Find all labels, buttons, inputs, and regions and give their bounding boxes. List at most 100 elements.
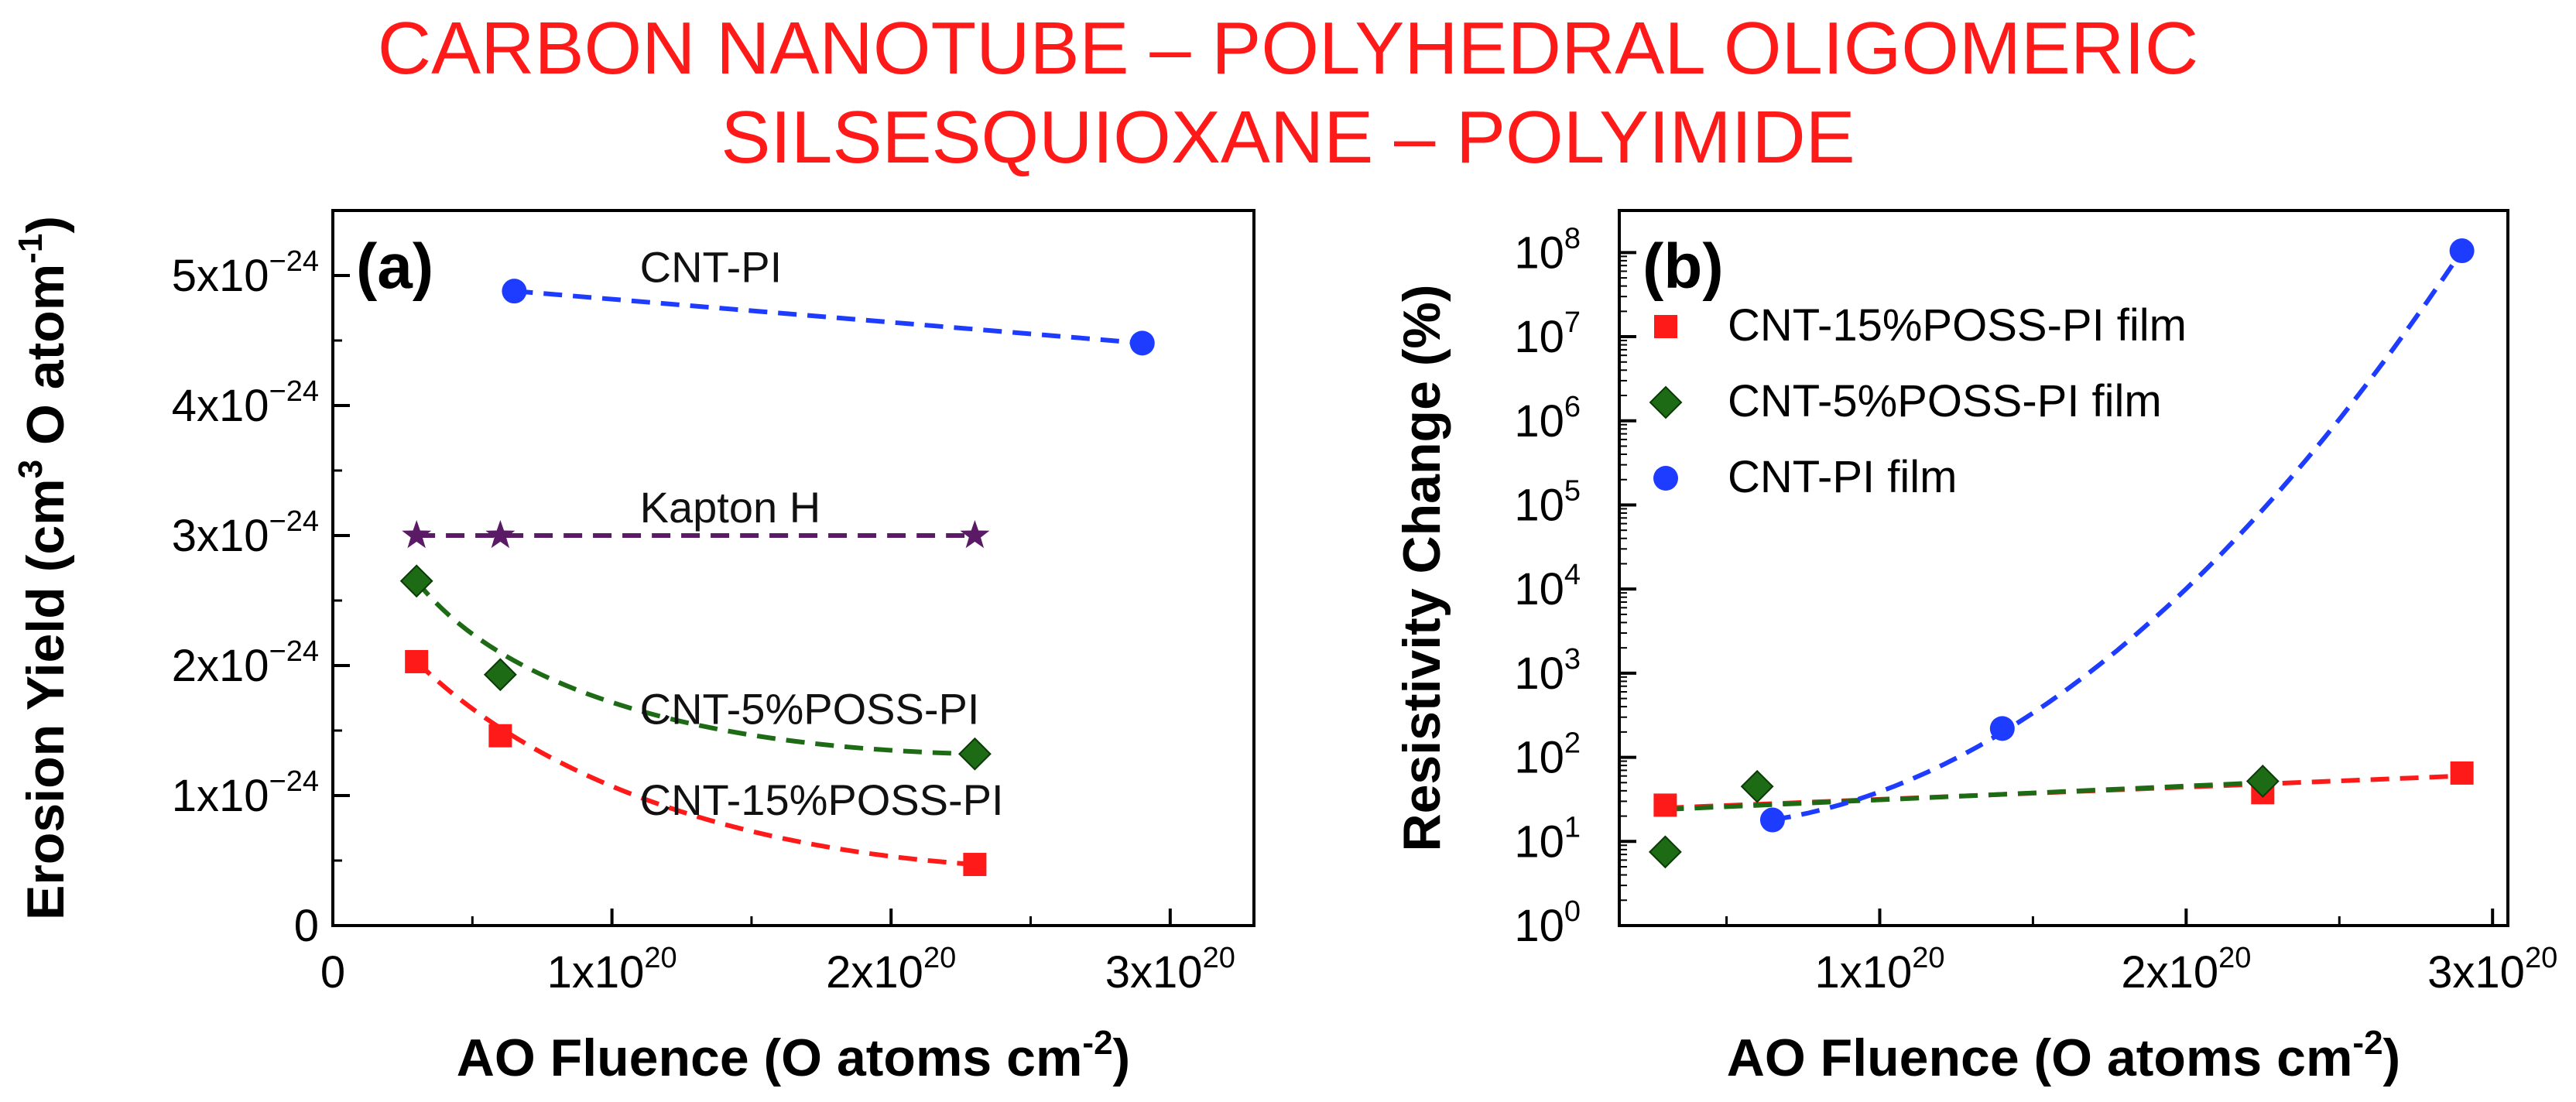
data-point	[960, 520, 990, 549]
data-point	[485, 520, 516, 549]
legend-marker	[1649, 385, 1683, 419]
x-tick-base: 3x10	[2427, 947, 2525, 998]
series-annotation: Kapton H	[640, 483, 821, 532]
data-point	[1740, 769, 1774, 803]
y-tick-base: 10	[1514, 312, 1564, 362]
legend-marker	[1653, 466, 1678, 491]
x-tick-exp: 20	[1912, 942, 1944, 974]
series-line	[1772, 249, 2465, 823]
data-point	[2449, 238, 2475, 264]
series-line	[414, 579, 975, 757]
legend-label: CNT-5%POSS-PI film	[1728, 376, 2162, 426]
x-axis-label: AO Fluence (O atoms cm-2)	[457, 1024, 1130, 1087]
x-tick-base: 2x10	[826, 947, 923, 998]
legend-label: CNT-PI film	[1728, 452, 1957, 502]
data-point	[963, 853, 987, 877]
y-tick-base: 10	[1514, 396, 1564, 447]
y-axis-label-text: Erosion Yield (cm	[16, 478, 75, 920]
legend-label: CNT-15%POSS-PI film	[1728, 300, 2187, 351]
y-axis-label-sup2: -1	[12, 234, 50, 264]
y-tick-base: 4x10	[172, 381, 269, 431]
y-tick-label: 4x10−24	[172, 375, 319, 431]
y-tick-base: 10	[1514, 816, 1564, 867]
y-tick-label: 1x10−24	[172, 765, 319, 821]
x-axis-label-sup: -2	[2352, 1024, 2382, 1062]
figure-title-line1: CARBON NANOTUBE – POLYHEDRAL OLIGOMERIC	[378, 7, 2198, 90]
x-tick-label: 1x1020	[547, 942, 677, 998]
data-point	[2450, 761, 2474, 785]
x-axis-label-sup: -2	[1082, 1024, 1112, 1062]
y-tick-exp: −24	[269, 245, 319, 278]
panel-label-b: (b)	[1643, 231, 1724, 302]
y-tick-base: 3x10	[172, 511, 269, 561]
y-tick-exp: 8	[1564, 222, 1581, 255]
x-axis-label-text: AO Fluence (O atoms cm	[1727, 1028, 2353, 1087]
plot-frame	[1618, 209, 2509, 927]
plot-frame	[331, 209, 1255, 927]
data-point	[402, 520, 432, 549]
x-tick-base: 0	[320, 947, 345, 998]
y-tick-exp: 3	[1564, 643, 1581, 676]
data-point	[488, 724, 512, 748]
y-tick-label: 108	[1514, 222, 1581, 278]
x-tick-exp: 20	[644, 942, 677, 974]
data-point	[399, 564, 433, 598]
y-axis-label-sup1: 3	[12, 460, 50, 478]
figure-title-line2: SILSESQUIOXANE – POLYIMIDE	[721, 96, 1855, 179]
x-tick-label: 2x1020	[826, 942, 956, 998]
series-line	[415, 659, 975, 868]
y-tick-base: 0	[294, 901, 319, 951]
y-tick-exp: 5	[1564, 474, 1581, 507]
data-point	[2245, 765, 2280, 798]
series-line	[514, 289, 1143, 346]
data-point	[957, 737, 992, 771]
data-point	[483, 658, 517, 692]
series-annotation: CNT-5%POSS-PI	[640, 685, 980, 734]
y-tick-exp: 1	[1564, 811, 1581, 844]
y-tick-label: 102	[1514, 727, 1581, 783]
y-tick-label: 2x10−24	[172, 635, 319, 691]
y-tick-exp: −24	[269, 635, 319, 668]
y-tick-label: 3x10−24	[172, 505, 319, 561]
x-tick-base: 2x10	[2121, 947, 2218, 998]
x-tick-exp: 20	[2218, 942, 2251, 974]
y-tick-base: 10	[1514, 480, 1564, 530]
y-axis-label: Resistivity Change (%)	[1392, 284, 1451, 851]
x-tick-exp: 20	[923, 942, 956, 974]
data-point	[1989, 716, 2015, 741]
x-tick-base: 1x10	[547, 947, 645, 998]
x-tick-label: 1x1020	[1814, 942, 1944, 998]
y-tick-base: 10	[1514, 733, 1564, 783]
y-tick-base: 5x10	[172, 251, 269, 301]
y-tick-label: 104	[1514, 559, 1581, 614]
x-tick-base: 3x10	[1105, 947, 1203, 998]
y-tick-label: 105	[1514, 474, 1581, 530]
x-tick-label: 0	[320, 947, 345, 998]
y-tick-exp: −24	[269, 505, 319, 538]
data-point	[1759, 807, 1785, 833]
data-point	[1653, 793, 1677, 817]
data-point	[1648, 835, 1682, 869]
x-tick-label: 3x1020	[1105, 942, 1235, 998]
y-tick-label: 5x10−24	[172, 245, 319, 301]
y-tick-label: 106	[1514, 391, 1581, 447]
y-axis-label-mid: O atom	[16, 264, 75, 460]
panel-a-chart: 0 1x1020 2x1020 3x102001x10−242x10−243x10−2…	[12, 209, 1255, 1087]
data-point	[502, 279, 527, 304]
y-tick-exp: 0	[1564, 895, 1581, 928]
x-tick-exp: 20	[1203, 942, 1235, 974]
y-tick-exp: −24	[269, 375, 319, 408]
y-tick-base: 1x10	[172, 771, 269, 821]
y-tick-label: 101	[1514, 811, 1581, 867]
legend-marker	[1654, 315, 1677, 338]
y-tick-exp: 2	[1564, 727, 1581, 760]
y-tick-exp: −24	[269, 765, 319, 798]
x-axis-label: AO Fluence (O atoms cm-2)	[1727, 1024, 2400, 1087]
panel-b-chart: 1x1020 2x1020 3x10201001011021031041051061…	[1392, 209, 2557, 1087]
y-tick-label: 107	[1514, 306, 1581, 362]
series-annotation: CNT-PI	[640, 242, 783, 291]
y-tick-exp: 7	[1564, 306, 1581, 339]
y-tick-label: 103	[1514, 643, 1581, 699]
data-point	[1129, 330, 1155, 356]
x-axis-label-end: )	[1113, 1028, 1131, 1087]
